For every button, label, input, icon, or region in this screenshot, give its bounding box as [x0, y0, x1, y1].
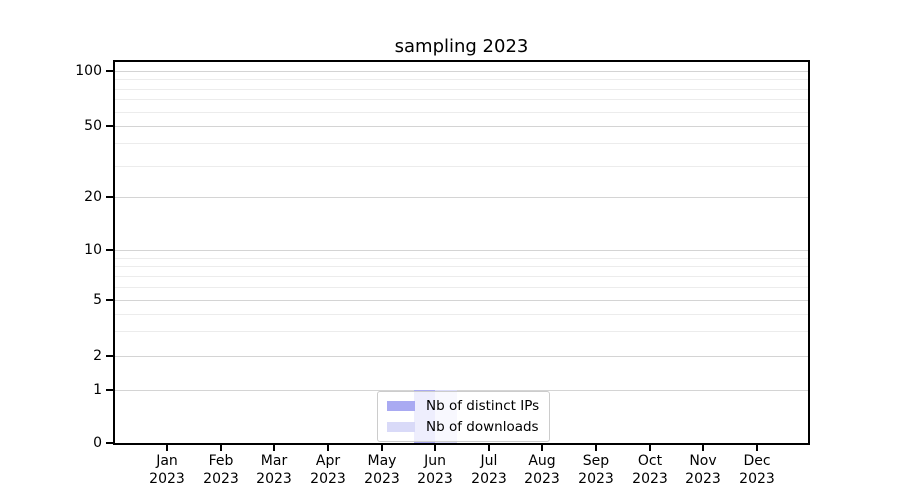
y-minor-gridline-3 [115, 331, 808, 332]
x-tick-jun [434, 445, 436, 451]
x-tick-label-feb-2023: Feb 2023 [189, 452, 253, 488]
x-tick-jan [166, 445, 168, 451]
y-gridline-20 [115, 197, 808, 198]
x-tick-label-apr-2023: Apr 2023 [296, 452, 360, 488]
x-tick-year: 2023 [256, 471, 292, 487]
x-tick-year: 2023 [739, 471, 775, 487]
x-tick-year: 2023 [685, 471, 721, 487]
y-tick-20 [106, 196, 113, 198]
y-tick-label-50: 50 [84, 118, 102, 134]
y-gridline-5 [115, 300, 808, 301]
y-tick-100 [106, 70, 113, 72]
plot-border [113, 60, 810, 445]
x-tick-year: 2023 [203, 471, 239, 487]
x-tick-year: 2023 [471, 471, 507, 487]
y-tick-50 [106, 125, 113, 127]
y-minor-gridline-4 [115, 314, 808, 315]
x-tick-year: 2023 [632, 471, 668, 487]
x-tick-year: 2023 [417, 471, 453, 487]
y-tick-label-2: 2 [93, 348, 102, 364]
y-tick-label-0: 0 [93, 435, 102, 451]
x-tick-label-nov-2023: Nov 2023 [671, 452, 735, 488]
x-tick-label-jul-2023: Jul 2023 [457, 452, 521, 488]
legend: Nb of distinct IPs Nb of downloads [377, 391, 551, 442]
y-minor-gridline-90 [115, 79, 808, 80]
y-tick-label-1: 1 [93, 382, 102, 398]
y-minor-gridline-80 [115, 89, 808, 90]
legend-label-downloads: Nb of downloads [426, 419, 539, 435]
x-tick-year: 2023 [578, 471, 614, 487]
x-tick-month: Jul [480, 453, 498, 469]
x-tick-month: Jun [424, 453, 446, 469]
x-tick-nov [702, 445, 704, 451]
x-tick-label-may-2023: May 2023 [350, 452, 414, 488]
y-gridline-1 [115, 390, 808, 391]
y-minor-gridline-40 [115, 143, 808, 144]
x-tick-label-jun-2023: Jun 2023 [403, 452, 467, 488]
x-tick-label-oct-2023: Oct 2023 [618, 452, 682, 488]
y-tick-2 [106, 355, 113, 357]
x-tick-month: Nov [689, 453, 717, 469]
y-minor-gridline-8 [115, 266, 808, 267]
x-tick-sep [595, 445, 597, 451]
x-tick-year: 2023 [364, 471, 400, 487]
y-gridline-100 [115, 71, 808, 72]
x-tick-may [381, 445, 383, 451]
y-tick-label-5: 5 [93, 292, 102, 308]
x-tick-month: Jan [156, 453, 178, 469]
y-gridline-2 [115, 356, 808, 357]
x-tick-label-jan-2023: Jan 2023 [135, 452, 199, 488]
x-tick-label-aug-2023: Aug 2023 [510, 452, 574, 488]
x-tick-feb [220, 445, 222, 451]
x-tick-dec [756, 445, 758, 451]
x-tick-oct [649, 445, 651, 451]
legend-swatch-downloads [387, 422, 415, 432]
y-minor-gridline-30 [115, 166, 808, 167]
y-minor-gridline-70 [115, 99, 808, 100]
y-gridline-10 [115, 250, 808, 251]
legend-swatch-distinct-ips [387, 401, 415, 411]
x-tick-label-dec-2023: Dec 2023 [725, 452, 789, 488]
x-tick-month: Dec [743, 453, 771, 469]
y-tick-5 [106, 299, 113, 301]
x-tick-month: Aug [528, 453, 556, 469]
x-tick-month: Mar [260, 453, 288, 469]
y-gridline-50 [115, 126, 808, 127]
legend-item-distinct-ips: Nb of distinct IPs [387, 398, 539, 414]
y-minor-gridline-9 [115, 258, 808, 259]
x-tick-year: 2023 [149, 471, 185, 487]
y-minor-gridline-7 [115, 276, 808, 277]
y-tick-label-10: 10 [84, 242, 102, 258]
y-tick-0 [106, 442, 113, 444]
chart-title: sampling 2023 [394, 36, 529, 57]
x-tick-year: 2023 [310, 471, 346, 487]
x-tick-label-sep-2023: Sep 2023 [564, 452, 628, 488]
x-tick-jul [488, 445, 490, 451]
legend-label-distinct-ips: Nb of distinct IPs [426, 398, 540, 414]
x-tick-year: 2023 [524, 471, 560, 487]
y-tick-label-20: 20 [84, 189, 102, 205]
y-tick-1 [106, 389, 113, 391]
x-tick-month: Feb [208, 453, 234, 469]
x-tick-mar [273, 445, 275, 451]
y-tick-10 [106, 249, 113, 251]
legend-item-downloads: Nb of downloads [387, 419, 539, 435]
x-tick-month: Oct [637, 453, 663, 469]
x-tick-month: Sep [582, 453, 610, 469]
y-minor-gridline-6 [115, 287, 808, 288]
x-tick-month: May [367, 453, 397, 469]
y-minor-gridline-60 [115, 112, 808, 113]
y-tick-label-100: 100 [75, 63, 102, 79]
x-tick-month: Apr [315, 453, 341, 469]
x-tick-aug [541, 445, 543, 451]
x-tick-apr [327, 445, 329, 451]
x-tick-label-mar-2023: Mar 2023 [242, 452, 306, 488]
